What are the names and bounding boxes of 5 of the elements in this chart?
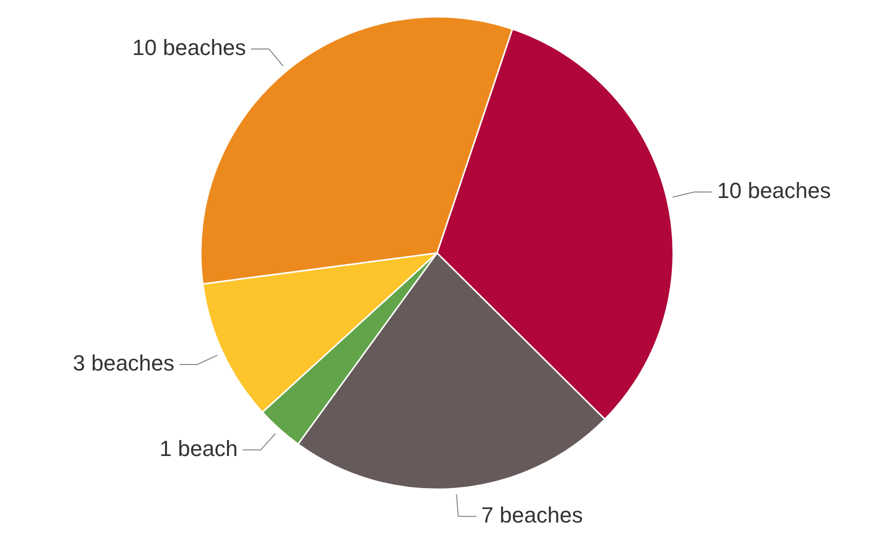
data-label: 3 beaches	[72, 350, 174, 376]
data-label: 1 beach	[159, 436, 238, 461]
data-label: 10 beaches	[717, 178, 831, 204]
data-label: 10 beaches	[132, 35, 246, 60]
data-label: 7 beaches	[481, 502, 583, 528]
